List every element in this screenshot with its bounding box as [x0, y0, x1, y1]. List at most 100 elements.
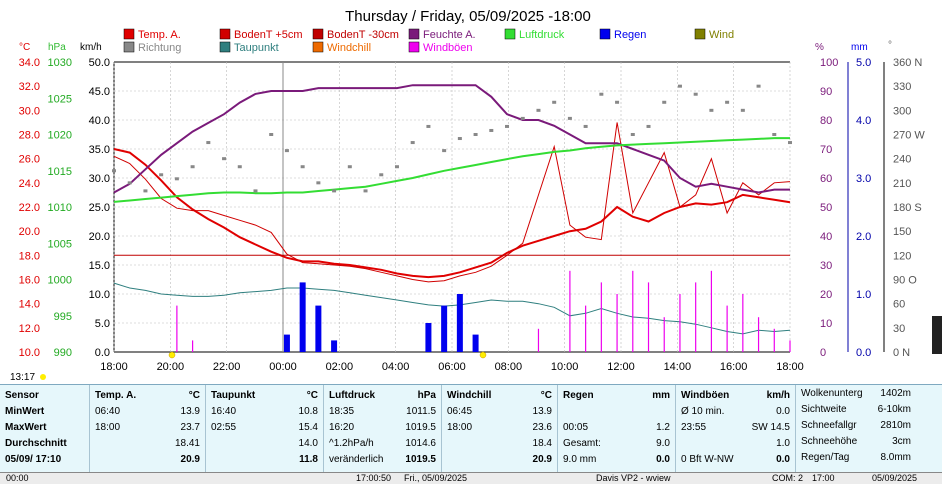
direction-dot — [143, 189, 148, 193]
kmh-tick: 15.0 — [89, 260, 110, 272]
unit-pct: % — [815, 42, 824, 53]
mm-tick: 5.0 — [856, 57, 871, 69]
wb-avg-label: Ø 10 min. — [681, 406, 725, 417]
dir-tick: 150 — [893, 226, 911, 238]
direction-dot — [332, 189, 337, 193]
legend-swatch — [219, 28, 231, 40]
temp-tick: 10.0 — [19, 347, 40, 359]
ld-max: 1019.5 — [405, 422, 436, 433]
direction-dot — [756, 84, 761, 88]
hpa-tick: 1025 — [48, 93, 72, 105]
dir-tick: 210 — [893, 178, 911, 190]
wc-max: 23.6 — [532, 422, 552, 433]
dir-tick: 270 W — [893, 130, 925, 142]
legend-label: Richtung — [138, 42, 181, 54]
time-tick: 02:00 — [326, 361, 354, 372]
scroll-right-arrow[interactable] — [932, 316, 942, 354]
dir-tick: 300 — [893, 105, 911, 117]
direction-dot — [300, 165, 305, 169]
kmh-tick: 30.0 — [89, 173, 110, 185]
legend-label: Taupunkt — [234, 42, 279, 54]
wolkenunterg-label: Wolkenunterg — [801, 388, 863, 399]
panel-windboen: Windböen km/h Ø 10 min. 0.0 23:55 SW 14.5 1… — [676, 385, 796, 473]
sichtweite-label: Sichtweite — [801, 404, 847, 415]
regen-tag-value: 8.0mm — [880, 452, 911, 463]
direction-dot — [615, 100, 620, 104]
direction-dot — [709, 108, 714, 112]
ld-current: 1019.5 — [405, 454, 436, 465]
regen-head: Regen — [563, 390, 594, 401]
legend-label: Temp. A. — [138, 29, 181, 41]
hpa-tick: 1015 — [48, 166, 72, 178]
hpa-tick: 1020 — [48, 130, 72, 142]
regen-max-time: 00:05 — [563, 422, 589, 433]
windboen-head: Windböen — [681, 390, 730, 401]
rain-bar — [331, 340, 338, 352]
regen-total: 9.0 — [656, 438, 670, 449]
dir-tick: 90 O — [893, 275, 917, 287]
direction-dot — [552, 100, 557, 104]
current-time: 13:17 — [10, 372, 36, 383]
dir-tick: 330 — [893, 81, 911, 93]
rain-bar — [441, 305, 448, 352]
direction-dot — [253, 189, 258, 193]
windchill-head: Windchill — [447, 390, 492, 401]
series-line — [113, 84, 790, 194]
legend-label: BodenT -30cm — [327, 29, 399, 41]
time-tick: 18:00 — [776, 361, 804, 372]
dir-tick: 0 N — [893, 347, 910, 359]
status-bar: 00:00 17:00:50 Fri., 05/09/2025 Davis VP… — [0, 472, 942, 484]
schneehoehe-value: 3cm — [892, 436, 911, 447]
time-tick: 16:00 — [720, 361, 748, 372]
legend-label: Windböen — [423, 42, 473, 54]
kmh-tick: 5.0 — [95, 318, 110, 330]
label-min: MinWert — [5, 406, 45, 417]
legend-label: Luftdruck — [519, 29, 565, 41]
regen-total-label: Gesamt: — [563, 438, 601, 449]
direction-dot — [473, 133, 478, 136]
direction-dot — [788, 141, 792, 145]
regen-tag-label: Regen/Tag — [801, 452, 850, 463]
hpa-tick: 1005 — [48, 238, 72, 250]
sun-marker — [479, 351, 487, 359]
ld-avg: 1014.6 — [405, 438, 436, 449]
windboen-unit: km/h — [766, 390, 790, 401]
wc-min: 13.9 — [532, 406, 552, 417]
panel-windchill: Windchill °C 06:45 13.9 18:00 23.6 18.4 20.… — [442, 385, 558, 473]
rain-bar — [283, 334, 290, 352]
chart-svg: Thursday / Friday, 05/09/2025 -18:00 Tem… — [19, 8, 926, 372]
direction-dot — [190, 165, 195, 169]
label-avg: Durchschnitt — [5, 438, 67, 449]
kmh-tick: 20.0 — [89, 231, 110, 243]
rain-bar — [315, 305, 322, 352]
time-tick: 18:00 — [100, 361, 128, 372]
tau-max-time: 02:55 — [211, 422, 237, 433]
temp-tick: 34.0 — [19, 57, 40, 69]
direction-dot — [284, 149, 289, 153]
series-line — [113, 137, 790, 203]
tau-min-time: 16:40 — [211, 406, 237, 417]
unit-kmh: km/h — [80, 42, 102, 53]
direction-dot — [662, 100, 667, 104]
legend-swatch — [123, 28, 135, 40]
pct-tick: 30 — [820, 260, 832, 272]
kmh-tick: 50.0 — [89, 57, 110, 69]
regen-current: 0.0 — [656, 454, 670, 465]
tau-min: 10.8 — [298, 406, 318, 417]
status-time: 17:00:50 — [356, 473, 392, 483]
panel-sensor: Sensor MinWert MaxWert Durchschnitt 05/0… — [0, 385, 90, 473]
wc-min-time: 06:45 — [447, 406, 473, 417]
panel-regen: Regen mm 00:05 1.2 Gesamt: 9.0 9.0 mm 0.0 — [558, 385, 676, 473]
temp-tick: 20.0 — [19, 226, 40, 238]
sun-marker — [168, 351, 176, 359]
panel-temp: Temp. A. °C 06:40 13.9 18:00 23.7 18.41 20.… — [90, 385, 206, 473]
temp-tick: 12.0 — [19, 323, 40, 335]
chart-title: Thursday / Friday, 05/09/2025 -18:00 — [345, 8, 591, 25]
temp-tick: 32.0 — [19, 81, 40, 93]
temp-unit: °C — [188, 390, 200, 401]
time-tick: 04:00 — [382, 361, 410, 372]
time-tick: 14:00 — [664, 361, 692, 372]
status-left: 00:00 — [6, 473, 29, 483]
unit-hpa: hPa — [48, 42, 66, 53]
schneefallgr-value: 2810m — [880, 420, 911, 431]
